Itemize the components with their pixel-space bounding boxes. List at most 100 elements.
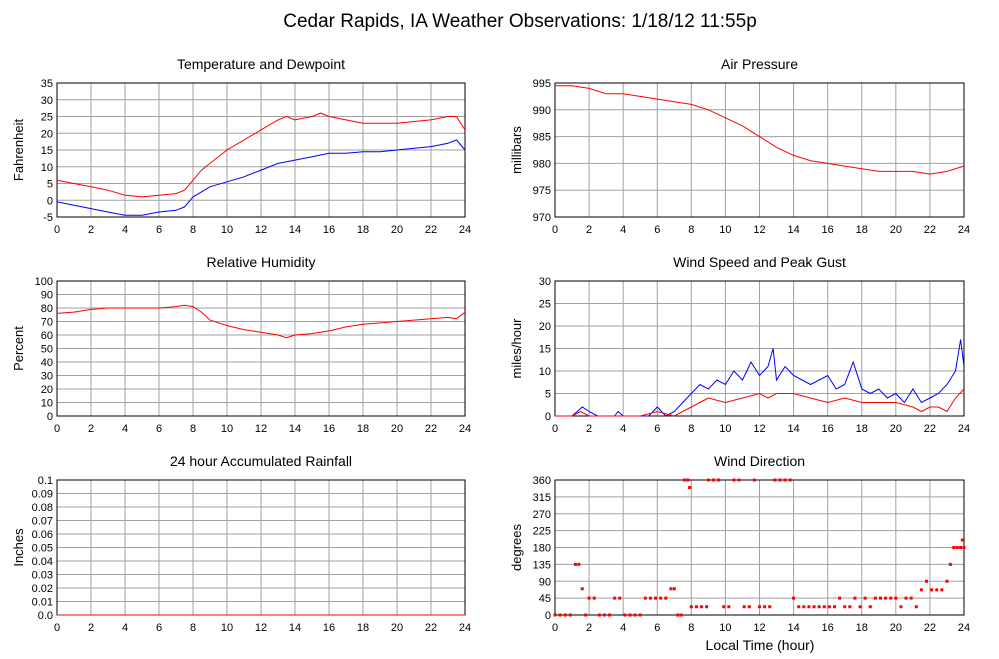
direction-point: [778, 478, 782, 482]
pressure-xtick-label: 22: [924, 224, 936, 236]
temp-xtick-label: 18: [357, 224, 369, 236]
direction-xtick-label: 24: [958, 622, 970, 634]
direction-point: [717, 478, 721, 482]
direction-point: [817, 605, 821, 609]
direction-xtick-label: 4: [620, 622, 626, 634]
direction-point: [700, 605, 704, 609]
pressure-xtick-label: 8: [688, 224, 694, 236]
temp-xtick-label: 22: [425, 224, 437, 236]
rain-xtick-label: 8: [190, 622, 196, 634]
rain-ytick-label: 0.06: [32, 529, 53, 541]
direction-point: [960, 538, 964, 542]
wind-xtick-label: 2: [586, 423, 592, 435]
pressure-ytick-label: 975: [533, 185, 551, 197]
rain-xtick-label: 18: [357, 622, 369, 634]
direction-point: [783, 478, 787, 482]
humidity-xtick-label: 4: [122, 423, 128, 435]
direction-point: [628, 613, 632, 617]
temp-ytick-label: 25: [41, 112, 53, 124]
direction-point: [919, 588, 923, 592]
direction-point: [792, 596, 796, 600]
direction-point: [568, 613, 572, 617]
pressure-xtick-label: 0: [552, 224, 558, 236]
direction-xtick-label: 14: [787, 622, 799, 634]
pressure-xtick-label: 4: [620, 224, 626, 236]
temp-ylabel: Fahrenheit: [11, 119, 26, 182]
rain-ytick-label: 0.09: [32, 489, 53, 501]
humidity-ytick-label: 70: [41, 317, 53, 329]
direction-ytick-label: 270: [533, 509, 551, 521]
wind-xtick-label: 12: [753, 423, 765, 435]
temp-title: Temperature and Dewpoint: [177, 56, 345, 72]
direction-point: [618, 596, 622, 600]
wind-ytick-label: 0: [545, 411, 551, 423]
temp-ytick-label: 15: [41, 145, 53, 157]
humidity-ytick-label: 90: [41, 290, 53, 302]
rain-ytick-label: 0.1: [38, 475, 53, 487]
rain-xtick-label: 24: [459, 622, 471, 634]
direction-point: [643, 596, 647, 600]
direction-point: [948, 562, 952, 566]
temp-series-0-line: [56, 112, 466, 198]
wind-title: Wind Speed and Peak Gust: [673, 254, 846, 270]
wind-xtick-label: 6: [654, 423, 660, 435]
wind-plot-frame: [554, 280, 965, 417]
humidity-xtick-label: 12: [255, 423, 267, 435]
direction-point: [563, 613, 567, 617]
direction-point: [758, 605, 761, 609]
direction-point: [899, 605, 903, 609]
humidity-xtick-label: 10: [221, 423, 233, 435]
direction-ytick-label: 315: [533, 492, 551, 504]
direction-point: [558, 613, 562, 617]
rain-ytick-label: 0.07: [32, 516, 53, 528]
temp-xtick-label: 12: [255, 224, 267, 236]
humidity-xtick-label: 6: [156, 423, 162, 435]
direction-point: [858, 605, 862, 609]
humidity-plot-frame: [56, 280, 466, 417]
rain-title: 24 hour Accumulated Rainfall: [170, 453, 352, 469]
direction-point: [732, 478, 736, 482]
direction-point: [807, 605, 811, 609]
humidity-ytick-label: 30: [41, 371, 53, 383]
wind-xtick-label: 4: [620, 423, 626, 435]
direction-ytick-label: 135: [533, 559, 551, 571]
wind-xtick-label: 14: [787, 423, 799, 435]
direction-point: [573, 562, 577, 566]
humidity-xtick-label: 8: [190, 423, 196, 435]
direction-point: [763, 605, 767, 609]
direction-ytick-label: 90: [539, 576, 551, 588]
rain-xtick-label: 20: [391, 622, 403, 634]
wind-xtick-label: 16: [822, 423, 834, 435]
direction-point: [638, 613, 642, 617]
temp-ytick-label: 0: [47, 195, 53, 207]
wind-xtick-label: 24: [958, 423, 970, 435]
temp-series-1-line: [56, 139, 466, 216]
wind-ylabel: miles/hour: [509, 318, 524, 379]
direction-point: [848, 605, 852, 609]
direction-point: [688, 486, 692, 489]
rain-ytick-label: 0.02: [32, 583, 53, 595]
wind-ytick-label: 10: [539, 366, 551, 378]
temp-xtick-label: 20: [391, 224, 403, 236]
humidity-ytick-label: 50: [41, 344, 53, 356]
rain-xtick-label: 12: [255, 622, 267, 634]
humidity-ytick-label: 0: [47, 411, 53, 423]
rain-xtick-label: 2: [88, 622, 94, 634]
humidity-xtick-label: 14: [289, 423, 301, 435]
temp-ytick-label: 5: [47, 179, 53, 191]
direction-point: [904, 596, 908, 600]
direction-point: [580, 587, 584, 591]
humidity-title: Relative Humidity: [207, 254, 316, 270]
direction-point: [752, 478, 756, 482]
direction-point: [664, 596, 668, 600]
wind-xtick-label: 18: [856, 423, 868, 435]
wind-ytick-label: 5: [545, 389, 551, 401]
temp-xtick-label: 16: [323, 224, 335, 236]
direction-ytick-label: 0: [545, 610, 551, 622]
temp-xtick-label: 4: [122, 224, 128, 236]
direction-point: [597, 613, 601, 617]
pressure-xtick-label: 24: [958, 224, 970, 236]
direction-ytick-label: 360: [533, 475, 551, 487]
